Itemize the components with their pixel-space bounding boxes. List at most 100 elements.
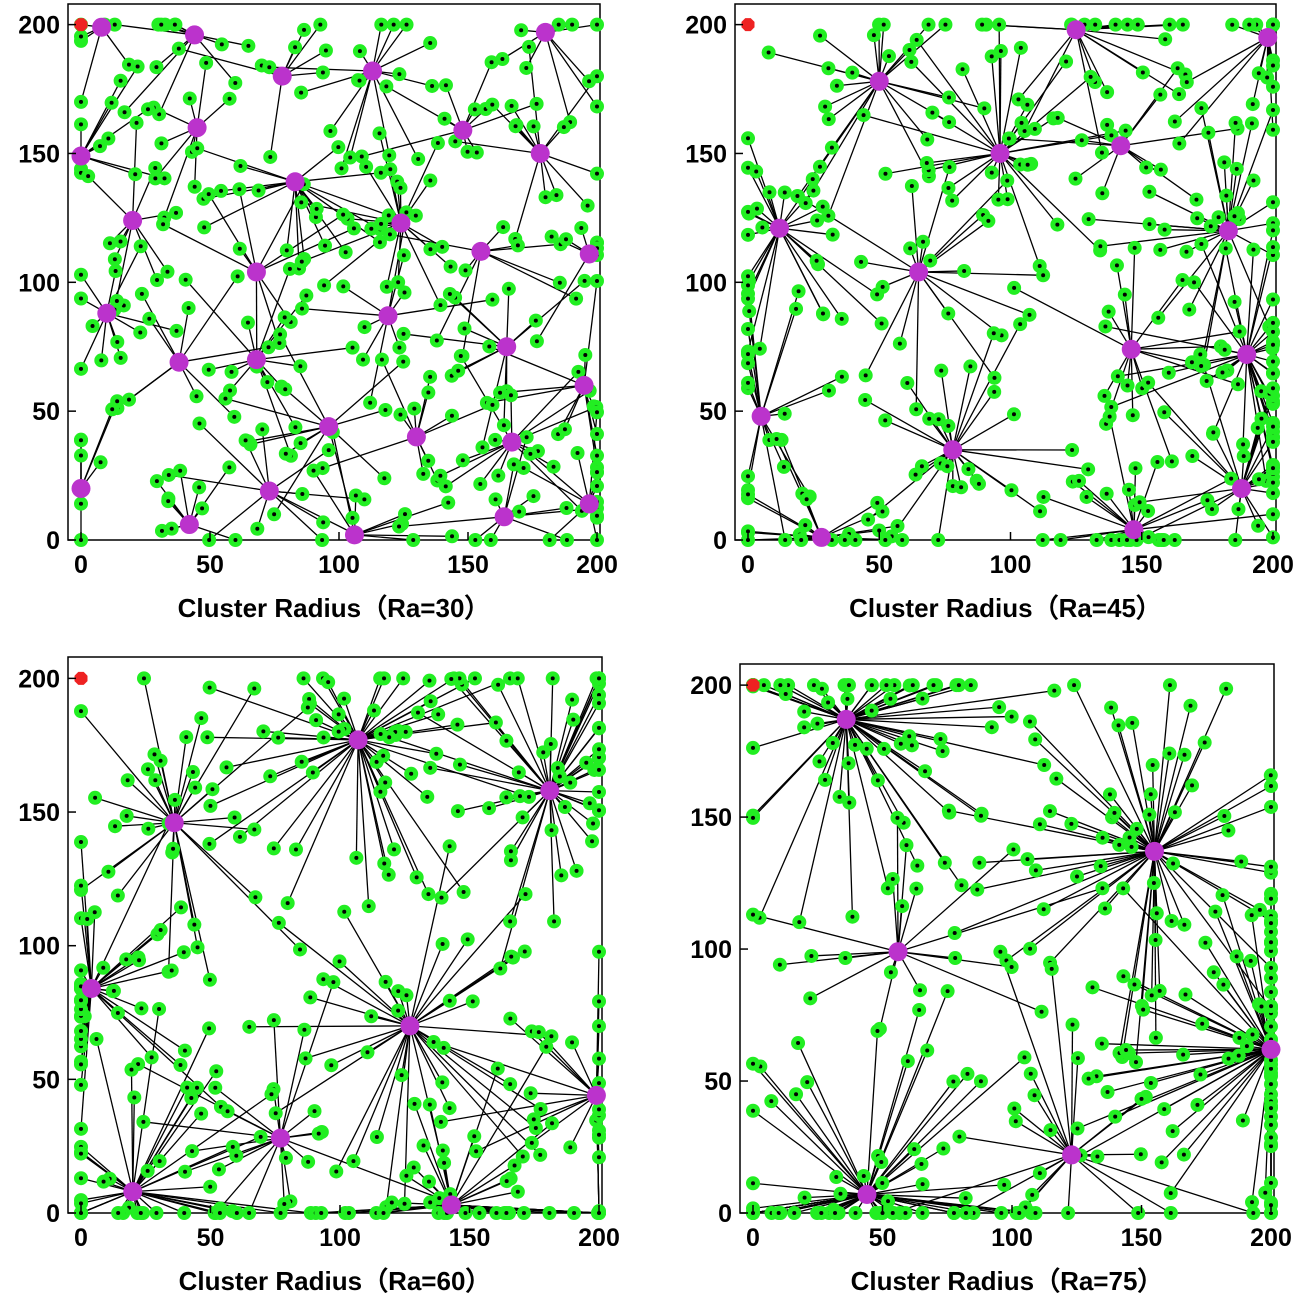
sensor-node-dot	[1159, 168, 1163, 172]
sensor-node-dot	[411, 538, 415, 542]
sensor-node-dot	[1070, 448, 1074, 452]
sensor-node-dot	[362, 497, 366, 501]
sensor-node-dot	[321, 70, 325, 74]
cluster-head	[165, 813, 184, 832]
sensor-node-dot	[523, 950, 527, 954]
sensor-node-dot	[79, 297, 83, 301]
sensor-node-dot	[1242, 454, 1246, 458]
sensor-node-dot	[818, 165, 822, 169]
sensor-node-dot	[127, 398, 131, 402]
sensor-node-dot	[383, 408, 387, 412]
x-tick-label: 150	[447, 551, 489, 579]
sensor-node-dot	[132, 1095, 136, 1099]
sensor-node-dot	[1271, 108, 1275, 112]
sensor-node-dot	[474, 1149, 478, 1153]
sensor-node-dot	[231, 1145, 235, 1149]
sensor-node-dot	[388, 167, 392, 171]
sensor-node-dot	[434, 752, 438, 756]
sensor-node-dot	[1056, 116, 1060, 120]
cluster-head	[286, 172, 305, 191]
sensor-node-dot	[441, 1149, 445, 1153]
sensor-node-dot	[384, 980, 388, 984]
link-line	[1154, 831, 1228, 852]
sensor-node-dot	[778, 683, 782, 687]
sensor-node-dot	[1117, 843, 1121, 847]
sensor-node-dot	[754, 169, 758, 173]
sensor-node-dot	[246, 44, 250, 48]
sensor-node-dot	[361, 358, 365, 362]
sensor-node-dot	[509, 849, 513, 853]
sensor-node-dot	[161, 222, 165, 226]
sensor-node-dot	[854, 1211, 858, 1215]
sensor-node-dot	[505, 1179, 509, 1183]
sensor-node-dot	[1241, 442, 1245, 446]
sensor-node-dot	[267, 345, 271, 349]
sensor-node-dot	[294, 848, 298, 852]
sensor-node-dot	[110, 101, 114, 105]
sensor-node-dot	[1014, 1119, 1018, 1123]
sensor-node-dot	[576, 451, 580, 455]
sensor-node-dot	[283, 387, 287, 391]
link-line	[1162, 1049, 1271, 1162]
sensor-node-dot	[233, 81, 237, 85]
sensor-node-dot	[364, 165, 368, 169]
sensor-node-dot	[847, 683, 851, 687]
sensor-node-dot	[456, 369, 460, 373]
sensor-node-dot	[412, 407, 416, 411]
sensor-node-dot	[1055, 223, 1059, 227]
sensor-node-dot	[1224, 246, 1228, 250]
sensor-node-dot	[548, 538, 552, 542]
sensor-node-dot	[314, 718, 318, 722]
sensor-node-dot	[522, 1211, 526, 1215]
sensor-node-dot	[208, 1185, 212, 1189]
sensor-node-dot	[98, 144, 102, 148]
sensor-node-dot	[163, 176, 167, 180]
sensor-node-dot	[920, 1211, 924, 1215]
sensor-node-dot	[907, 734, 911, 738]
sensor-node-dot	[79, 273, 83, 277]
sensor-node-dot	[422, 1144, 426, 1148]
sensor-node-dot	[1146, 381, 1150, 385]
sensor-node-dot	[397, 72, 401, 76]
sensor-node-dot	[537, 1030, 541, 1034]
sensor-node-dot	[136, 65, 140, 69]
sensor-node-dot	[392, 23, 396, 27]
sensor-node-dot	[338, 959, 342, 963]
sensor-node-dot	[360, 154, 364, 158]
sensor-node-dot	[1222, 160, 1226, 164]
base-station	[75, 18, 88, 31]
sensor-node-dot	[1269, 921, 1273, 925]
sensor-node-dot	[549, 1034, 553, 1038]
link-line	[451, 1123, 552, 1205]
sensor-node-dot	[1012, 412, 1016, 416]
sensor-node-dot	[1194, 198, 1198, 202]
sensor-node-dot	[834, 1175, 838, 1179]
sensor-node-dot	[1018, 322, 1022, 326]
sensor-node-dot	[79, 840, 83, 844]
sensor-node-dot	[804, 201, 808, 205]
sensor-node-dot	[1127, 488, 1131, 492]
sensor-node-dot	[1271, 23, 1275, 27]
sensor-node-dot	[119, 239, 123, 243]
sensor-node-dot	[1132, 982, 1136, 986]
sensor-node-dot	[302, 676, 306, 680]
cluster-head	[349, 730, 368, 749]
sensor-node-dot	[396, 1009, 400, 1013]
sensor-node-dot	[827, 389, 831, 393]
sensor-node-dot	[803, 523, 807, 527]
sensor-node-dot	[1182, 1153, 1186, 1157]
sensor-node-dot	[1221, 983, 1225, 987]
sensor-node-dot	[178, 469, 182, 473]
sensor-node-dot	[1220, 371, 1224, 375]
sensor-node-dot	[820, 687, 824, 691]
sensor-node-dot	[490, 60, 494, 64]
sensor-node-dot	[435, 339, 439, 343]
link-line	[279, 923, 410, 1026]
sensor-node-dot	[925, 1048, 929, 1052]
x-tick-label: 50	[196, 551, 224, 579]
sensor-node-dot	[853, 743, 857, 747]
sensor-node-dot	[1089, 75, 1093, 79]
sensor-node-dot	[276, 736, 280, 740]
sensor-node-dot	[1271, 440, 1275, 444]
sensor-node-dot	[494, 1211, 498, 1215]
